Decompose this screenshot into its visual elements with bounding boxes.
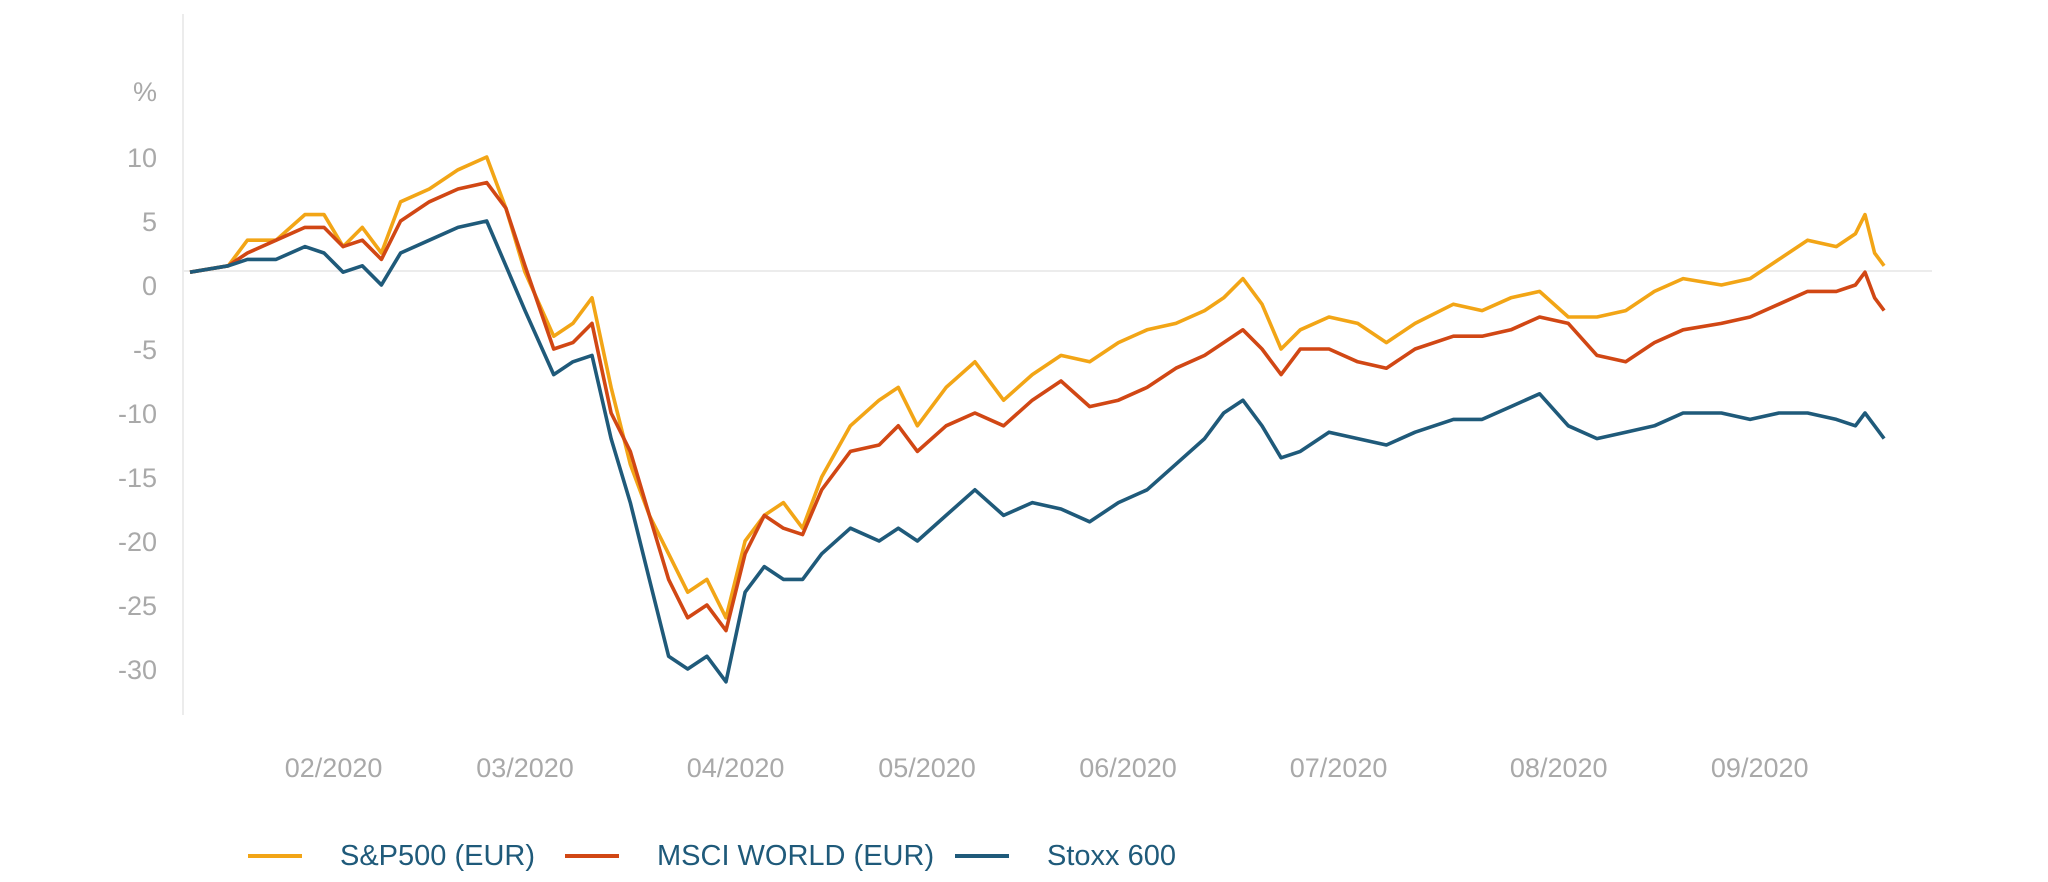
y-tick-label: -15 bbox=[118, 463, 157, 493]
y-tick-label: -25 bbox=[118, 591, 157, 621]
y-tick-label: 10 bbox=[127, 143, 157, 173]
y-tick-label: 0 bbox=[142, 271, 157, 301]
x-tick-label: 08/2020 bbox=[1510, 753, 1608, 783]
y-axis-unit: % bbox=[133, 77, 157, 107]
legend-label-msci-world: MSCI WORLD (EUR) bbox=[657, 839, 935, 872]
series-line-stoxx600 bbox=[189, 219, 1886, 684]
y-tick-label: -10 bbox=[118, 399, 157, 429]
x-tick-label: 02/2020 bbox=[285, 753, 383, 783]
line-chart: % 10 5 0 -5 -10 -15 -20 -25 -30 02/2020 03/2020 04… bbox=[118, 14, 1932, 783]
series-line-sp500 bbox=[189, 155, 1886, 620]
x-tick-label: 05/2020 bbox=[878, 753, 976, 783]
legend-item-stoxx600: Stoxx 600 bbox=[955, 836, 1176, 876]
y-tick-label: -20 bbox=[118, 527, 157, 557]
legend-swatch-msci-world bbox=[565, 854, 619, 858]
x-tick-label: 04/2020 bbox=[687, 753, 785, 783]
series-lines bbox=[189, 155, 1886, 684]
y-tick-labels: 10 5 0 -5 -10 -15 -20 -25 -30 bbox=[118, 143, 157, 685]
legend-swatch-stoxx600 bbox=[955, 854, 1009, 858]
x-tick-label: 07/2020 bbox=[1290, 753, 1388, 783]
x-tick-label: 09/2020 bbox=[1711, 753, 1809, 783]
legend-swatch-sp500 bbox=[248, 854, 302, 858]
series-line-msci-world bbox=[189, 180, 1886, 633]
x-tick-labels: 02/2020 03/2020 04/2020 05/2020 06/2020 07/20… bbox=[285, 753, 1809, 783]
y-tick-label: -30 bbox=[118, 655, 157, 685]
legend-label-sp500: S&P500 (EUR) bbox=[340, 839, 536, 872]
y-tick-label: -5 bbox=[133, 335, 157, 365]
x-tick-label: 03/2020 bbox=[476, 753, 574, 783]
x-tick-label: 06/2020 bbox=[1079, 753, 1177, 783]
legend-label-stoxx600: Stoxx 600 bbox=[1047, 839, 1176, 872]
legend-item-sp500: S&P500 (EUR) bbox=[248, 836, 535, 876]
y-tick-label: 5 bbox=[142, 207, 157, 237]
legend-item-msci-world: MSCI WORLD (EUR) bbox=[565, 836, 934, 876]
